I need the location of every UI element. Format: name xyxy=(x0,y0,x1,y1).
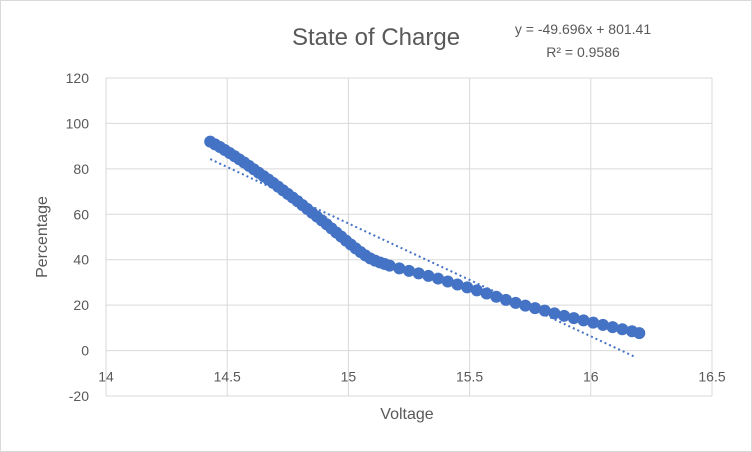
data-point xyxy=(441,275,454,288)
x-tick-label: 14.5 xyxy=(214,369,241,385)
data-point xyxy=(509,296,522,309)
y-tick-label: 20 xyxy=(73,297,89,313)
data-point xyxy=(577,314,590,327)
data-point xyxy=(461,281,474,294)
data-point xyxy=(548,307,561,320)
data-point xyxy=(490,290,503,303)
data-point xyxy=(558,309,571,322)
data-point xyxy=(480,287,493,300)
data-point xyxy=(432,272,445,285)
x-axis-title: Voltage xyxy=(380,406,433,423)
y-tick-label: 120 xyxy=(66,70,90,86)
data-point xyxy=(606,321,619,334)
data-point xyxy=(451,278,464,291)
data-point xyxy=(596,318,609,331)
trendline-equation: y = -49.696x + 801.41 xyxy=(515,21,651,37)
chart-title: State of Charge xyxy=(292,24,460,51)
y-tick-label: -20 xyxy=(69,388,89,404)
data-point xyxy=(519,299,532,312)
data-point xyxy=(403,264,415,277)
data-point xyxy=(383,259,396,272)
x-tick-label: 15.5 xyxy=(456,369,483,385)
data-point xyxy=(412,267,425,280)
trendline-r-squared: R² = 0.9586 xyxy=(546,44,620,60)
data-point xyxy=(567,312,580,325)
gridlines xyxy=(105,77,713,397)
x-tick-label: 14 xyxy=(98,369,114,385)
x-axis-ticks: 14 14.5 15 15.5 16 16.5 xyxy=(98,369,726,385)
y-tick-label: 40 xyxy=(73,252,89,268)
data-point xyxy=(616,323,629,336)
y-tick-label: 100 xyxy=(66,115,90,131)
x-tick-label: 16.5 xyxy=(698,369,725,385)
data-point xyxy=(633,327,646,340)
y-tick-label: 0 xyxy=(81,343,89,359)
y-axis-title: Percentage xyxy=(34,196,51,278)
x-tick-label: 16 xyxy=(583,369,599,385)
data-points xyxy=(204,135,646,340)
data-point xyxy=(587,316,600,329)
data-point xyxy=(499,293,512,306)
x-tick-label: 15 xyxy=(341,369,357,385)
data-point xyxy=(393,262,406,275)
y-axis-ticks: -20 0 20 40 60 80 100 120 xyxy=(66,70,90,404)
data-point xyxy=(470,284,483,297)
y-tick-label: 60 xyxy=(73,206,89,222)
y-tick-label: 80 xyxy=(73,161,89,177)
data-point xyxy=(422,269,435,282)
data-point xyxy=(538,304,551,317)
data-point xyxy=(529,302,542,315)
